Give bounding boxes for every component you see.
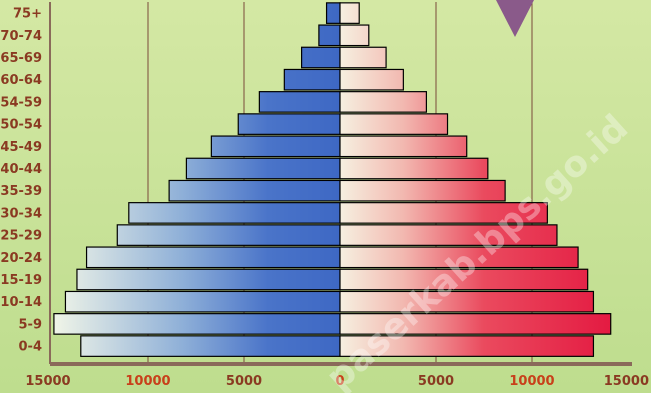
y-tick-label: 0-4 <box>19 340 43 355</box>
x-tick-labels: 15000 10000 5000 0 5000 10000 15000 <box>25 374 649 389</box>
bar-right-15-19 <box>339 268 589 291</box>
bars <box>53 2 612 357</box>
y-tick-label: 50-54 <box>0 118 42 133</box>
bar-left-45-49 <box>210 135 341 158</box>
y-tick-label: 30-34 <box>0 206 42 221</box>
bar-right-20-24 <box>339 246 579 269</box>
bar-right-10-14 <box>339 290 595 313</box>
bar-left-70-74 <box>318 24 341 47</box>
x-tick-label: 15000 <box>604 374 649 389</box>
bar-left-50-54 <box>237 113 341 135</box>
bar-left-5-9 <box>53 313 341 335</box>
marker-triangle <box>496 0 534 37</box>
x-tick-label: 10000 <box>125 374 170 389</box>
bar-left-65-69 <box>301 46 341 69</box>
bar-right-0-4 <box>339 335 595 357</box>
x-tick-label: 0 <box>335 374 344 389</box>
bar-left-75+ <box>325 2 341 24</box>
bar-right-65-69 <box>339 46 387 69</box>
y-tick-label: 45-49 <box>0 140 42 155</box>
bar-right-45-49 <box>339 135 468 158</box>
bar-left-20-24 <box>85 246 341 269</box>
bar-left-40-44 <box>185 157 341 180</box>
bar-right-5-9 <box>339 313 612 335</box>
bar-right-50-54 <box>339 113 449 135</box>
bar-left-35-39 <box>168 179 341 202</box>
y-tick-label: 20-24 <box>0 251 42 266</box>
bar-right-60-64 <box>339 68 404 91</box>
x-tick-label: 15000 <box>25 374 70 389</box>
y-tick-label: 15-19 <box>0 273 42 288</box>
x-tick-label: 5000 <box>226 374 262 389</box>
bar-right-75+ <box>339 2 360 24</box>
bar-left-60-64 <box>283 68 341 91</box>
bar-right-40-44 <box>339 157 489 180</box>
y-tick-label: 5-9 <box>19 317 43 332</box>
bar-left-10-14 <box>64 290 341 313</box>
bar-left-25-29 <box>116 224 341 246</box>
bar-right-30-34 <box>339 202 548 224</box>
y-tick-label: 54-59 <box>0 95 42 110</box>
bar-right-70-74 <box>339 24 370 47</box>
y-tick-label: 75+ <box>13 7 42 22</box>
y-tick-label: 25-29 <box>0 229 42 244</box>
x-tick-label: 10000 <box>509 374 554 389</box>
y-tick-label: 60-64 <box>0 73 42 88</box>
y-tick-label: 65-69 <box>0 51 42 66</box>
x-tick-label: 5000 <box>418 374 454 389</box>
y-tick-label: 40-44 <box>0 162 42 177</box>
y-tick-labels: 0-4 5-9 10-14 15-19 20-24 25-29 30-34 35-39 40-4… <box>0 7 42 355</box>
bar-right-54-59 <box>339 91 428 113</box>
bar-right-25-29 <box>339 224 558 246</box>
bar-right-35-39 <box>339 179 506 202</box>
bar-left-15-19 <box>76 268 341 291</box>
bar-left-0-4 <box>80 335 341 357</box>
y-tick-label: 35-39 <box>0 184 42 199</box>
y-tick-label: 70-74 <box>0 29 42 44</box>
bar-left-30-34 <box>128 202 341 224</box>
y-tick-label: 10-14 <box>0 295 42 310</box>
bar-left-54-59 <box>258 91 341 113</box>
